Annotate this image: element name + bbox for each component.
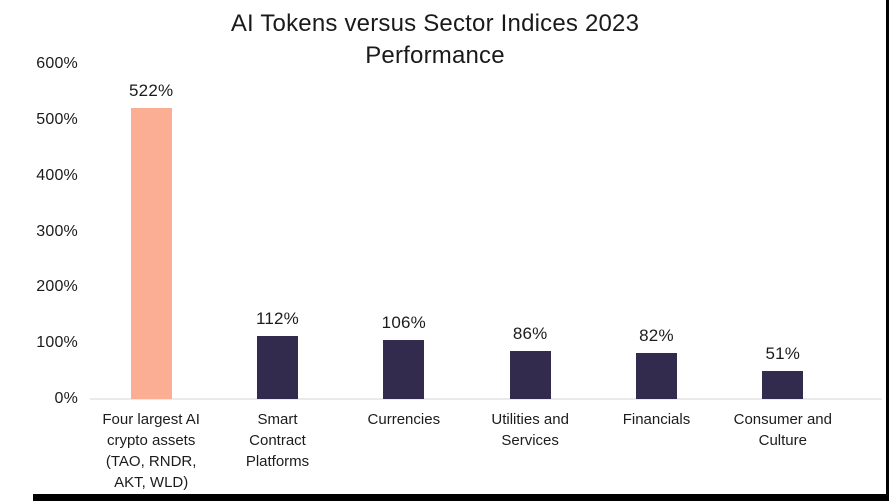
- bar: [256, 336, 298, 399]
- y-axis-tick-label: 0%: [54, 390, 78, 407]
- bar-group: 522%: [88, 64, 214, 399]
- bar-group: 82%: [593, 64, 719, 399]
- x-axis-tick-label: Currencies: [367, 411, 441, 428]
- bar-group: 112%: [214, 64, 340, 399]
- y-axis-tick-label: 400%: [36, 166, 78, 184]
- y-axis-tick-label: 500%: [36, 110, 78, 128]
- x-axis-tick-label: Smart Contract Platforms: [245, 411, 310, 470]
- right-border-line: [886, 0, 889, 501]
- bar-value-label: 106%: [381, 312, 426, 332]
- x-axis-tick-label: Consumer and Culture: [733, 411, 832, 449]
- bar-group: 51%: [720, 64, 846, 399]
- bar: [509, 350, 551, 399]
- bar-group: 106%: [341, 64, 467, 399]
- bar-value-label: 112%: [255, 309, 299, 329]
- x-axis-tick-label: Utilities and Services: [491, 411, 569, 449]
- y-axis-tick-label: 600%: [36, 55, 78, 72]
- bars-row: 522% 112% 106% 86% 82% 51%: [88, 64, 846, 399]
- bar-value-label: 51%: [765, 343, 801, 363]
- bar: [383, 339, 425, 399]
- bar-group: 86%: [467, 64, 593, 399]
- bar-value-label: 522%: [129, 80, 174, 100]
- x-axis-labels: Four largest AI crypto assets (TAO, RNDR…: [88, 409, 846, 493]
- y-axis-tick-label: 200%: [36, 278, 78, 296]
- bar: [762, 370, 804, 399]
- x-axis-tick-label: Financials: [622, 411, 691, 428]
- bar: [130, 107, 172, 399]
- y-axis-tick-label: 100%: [36, 334, 78, 352]
- y-axis-tick-label: 300%: [36, 222, 78, 240]
- bar: [635, 353, 677, 399]
- bar-value-label: 82%: [639, 326, 674, 346]
- x-axis-tick-label: Four largest AI crypto assets (TAO, RNDR…: [102, 411, 200, 491]
- bar-value-label: 86%: [512, 323, 548, 343]
- bottom-border-bar: [33, 494, 889, 501]
- chart-title: AI Tokens versus Sector Indices 2023 Per…: [230, 10, 640, 69]
- x-axis-line: [90, 398, 882, 400]
- y-axis: 0% 100% 200% 300% 400% 500% 600%: [0, 55, 78, 407]
